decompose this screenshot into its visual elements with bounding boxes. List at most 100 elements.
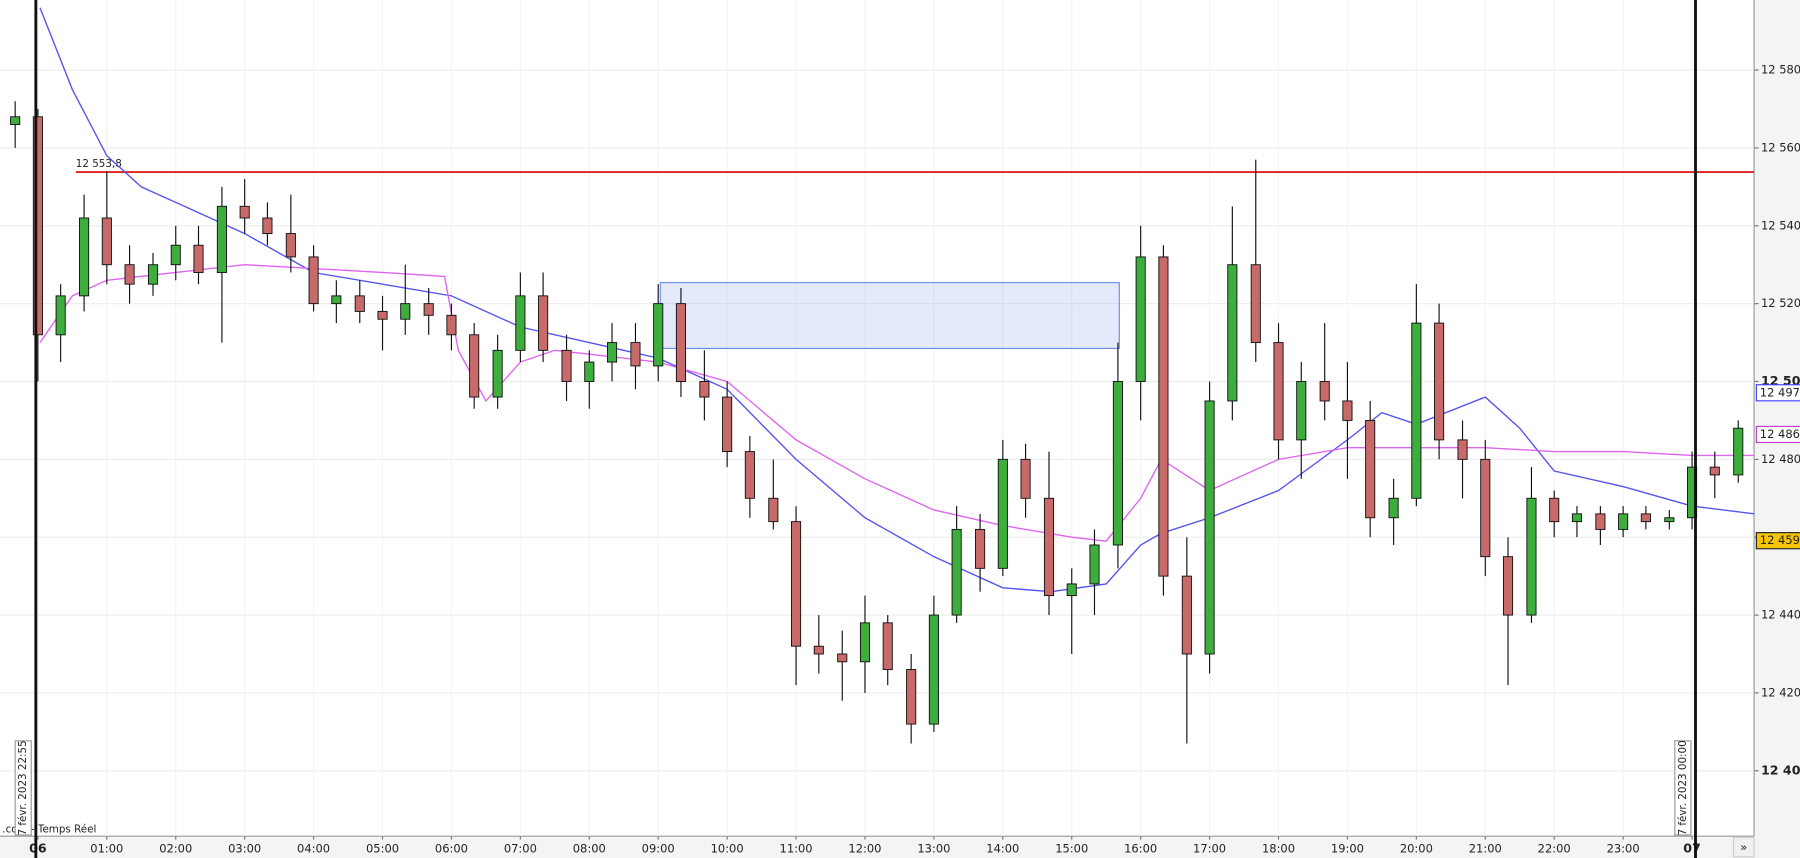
candle [354, 280, 365, 324]
candle-body [377, 310, 388, 320]
zone [659, 282, 1120, 349]
candle-body [32, 116, 43, 336]
candle-body [285, 233, 296, 258]
y-tick-label: 12 440 [1761, 608, 1800, 622]
session-marker-label: 7 févr. 2023 22:55 [17, 740, 29, 835]
x-tick-label: 10:00 [711, 841, 744, 855]
candle-body [331, 295, 342, 305]
indicator-line [39, 264, 1755, 542]
candle [469, 323, 480, 409]
candle [1640, 506, 1651, 530]
candle [837, 630, 848, 701]
candle [400, 264, 411, 335]
x-tick-label: 04:00 [297, 841, 330, 855]
candle-body [147, 264, 159, 285]
candle-body [1043, 497, 1055, 597]
candle [1480, 439, 1491, 577]
candle-body [1158, 256, 1169, 577]
candle-body [492, 349, 503, 398]
candle-body [653, 303, 664, 367]
candle [584, 350, 595, 409]
scroll-button[interactable] [1732, 836, 1755, 858]
candle-body [906, 669, 917, 725]
candle [606, 323, 618, 382]
candle-body [55, 295, 66, 336]
indicator-line [39, 7, 1755, 593]
candle [1709, 451, 1720, 499]
candle [423, 288, 434, 335]
candle-body [1250, 264, 1261, 344]
y-tick-label: 12 480 [1761, 452, 1800, 466]
candle [170, 225, 181, 281]
candle-body [837, 653, 848, 663]
candle [1664, 509, 1675, 530]
candle-body [1227, 264, 1238, 402]
candle-body [1388, 497, 1399, 519]
scroll-button-label[interactable]: » [1740, 840, 1747, 854]
candle [1571, 506, 1583, 538]
candle [285, 194, 296, 273]
candle-body [1181, 575, 1192, 655]
candle [55, 284, 66, 363]
x-tick-label: 15:00 [1055, 841, 1088, 855]
candle-body [1664, 517, 1675, 523]
candle-body [1296, 381, 1307, 441]
candle [1434, 303, 1445, 460]
candle [147, 253, 159, 296]
candle-body [744, 451, 755, 499]
candle-body [951, 528, 962, 616]
candle-body [1365, 419, 1376, 519]
candle [1296, 362, 1307, 479]
x-tick-label: 02:00 [159, 841, 192, 855]
candle-body [1112, 381, 1123, 546]
x-tick-label: 22:00 [1538, 841, 1571, 855]
candle [377, 295, 388, 351]
candle-body [1319, 381, 1330, 402]
candle-body [1204, 400, 1215, 655]
candle-body [423, 303, 434, 316]
candle [1112, 342, 1123, 569]
candle-body [699, 381, 710, 398]
candle [1158, 245, 1169, 596]
candle-body [1273, 342, 1284, 441]
x-tick-label: 06:00 [435, 841, 468, 855]
price-label-bg [1755, 532, 1800, 550]
y-tick-label: 12 400 [1761, 762, 1800, 777]
session-marker-label: 7 févr. 2023 00:00 [1677, 740, 1689, 835]
candle-body [606, 342, 618, 363]
candle [1135, 225, 1146, 421]
candle-body [262, 217, 273, 235]
session-marker-label-bg [1674, 740, 1692, 836]
candle [630, 323, 641, 390]
candle-body [859, 622, 871, 663]
candle-body [791, 521, 802, 647]
x-tick-label: 18:00 [1262, 841, 1295, 855]
candle-body [675, 303, 687, 382]
candle-body [538, 295, 549, 351]
candle-body [1411, 322, 1422, 499]
candle-body [1640, 513, 1651, 523]
candle-body [768, 497, 779, 523]
candle [1733, 420, 1744, 483]
candle [1043, 451, 1055, 616]
candle [1502, 537, 1514, 686]
candle-body [1480, 458, 1491, 558]
x-tick-label: 13:00 [917, 841, 950, 855]
candle [1227, 206, 1238, 421]
candle [1365, 400, 1376, 538]
x-tick-label: 09:00 [642, 841, 675, 855]
candle-body [1020, 458, 1031, 499]
candle-body [1733, 427, 1744, 476]
candle-body [79, 217, 90, 297]
candle-body [813, 645, 824, 655]
candle-body [515, 295, 526, 351]
candle-body [308, 256, 319, 305]
candle-body [1066, 583, 1077, 597]
y-tick-label: 12 540 [1761, 218, 1800, 232]
x-tick-label: 14:00 [986, 841, 1019, 855]
candle [882, 615, 893, 686]
candle-body [584, 361, 595, 382]
candle-body [400, 303, 411, 320]
x-tick-label: 16:00 [1124, 841, 1157, 855]
